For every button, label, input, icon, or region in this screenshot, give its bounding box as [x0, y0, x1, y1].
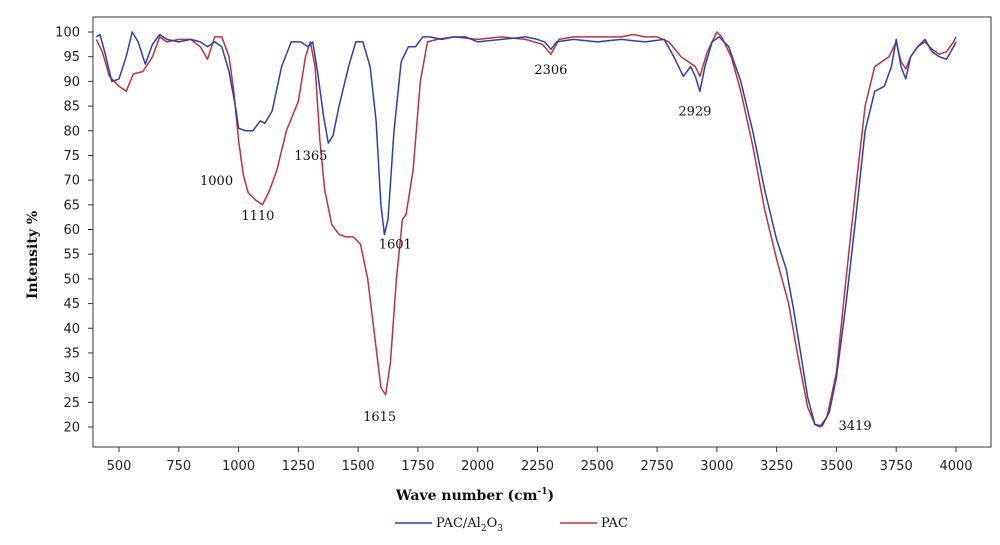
peak-label-1365: 1365: [294, 149, 327, 164]
y-tick-label: 80: [63, 124, 80, 139]
y-tick-label: 55: [63, 248, 80, 263]
x-tick-label: 1500: [342, 459, 375, 474]
series-line-pac: [95, 31, 957, 428]
y-tick-label: 100: [55, 26, 80, 41]
y-tick-label: 35: [63, 346, 80, 361]
peak-label-1615: 1615: [363, 410, 396, 425]
x-axis-title: Wave number (cm-1): [395, 487, 554, 504]
y-tick-label: 95: [63, 50, 80, 65]
y-axis-title: Intensity %: [25, 211, 41, 299]
y-tick-label: 30: [63, 371, 80, 386]
plot-frame: [92, 16, 992, 448]
x-tick-label: 1750: [401, 459, 434, 474]
y-tick-label: 25: [63, 396, 80, 411]
y-tick-label: 60: [63, 223, 80, 238]
x-tick-label: 2750: [641, 459, 674, 474]
peak-label-1000: 1000: [200, 174, 233, 189]
series-layer: [95, 31, 957, 428]
y-tick-label: 50: [63, 272, 80, 287]
x-tick-label: 1000: [222, 459, 255, 474]
x-tick-label: 2250: [521, 459, 554, 474]
x-tick-label: 2000: [461, 459, 494, 474]
x-axis-ticks: 500 750 1000 1250 1500 1750 2000 2250 2500 2750 30…: [107, 447, 973, 474]
x-tick-label: 3250: [760, 459, 793, 474]
y-axis-ticks: 20 25 30 35 40 45 50 55 60 65 70 75 80 85 90 95 100: [55, 26, 93, 436]
legend-label-pac-al2o3: PAC/Al2O3: [436, 516, 503, 534]
y-tick-label: 85: [63, 100, 80, 115]
x-tick-label: 3750: [880, 459, 913, 474]
y-tick-label: 40: [63, 322, 80, 337]
x-tick-label: 1250: [282, 459, 315, 474]
x-tick-label: 750: [166, 459, 191, 474]
legend-label-pac: PAC: [601, 516, 628, 531]
series-line-pac-al2o3: [95, 31, 957, 427]
peak-annotations: 1000 1110 1365 1601 1615 2306 2929 3419: [200, 63, 872, 434]
peak-label-1601: 1601: [379, 237, 412, 252]
y-tick-label: 65: [63, 198, 80, 213]
peak-label-2929: 2929: [678, 104, 711, 119]
peak-label-1110: 1110: [241, 209, 274, 224]
y-tick-label: 70: [63, 174, 80, 189]
y-tick-label: 20: [63, 421, 80, 436]
peak-label-2306: 2306: [534, 63, 567, 78]
x-tick-label: 3500: [820, 459, 853, 474]
y-tick-label: 75: [63, 149, 80, 164]
peak-label-3419: 3419: [839, 419, 872, 434]
y-tick-label: 45: [63, 297, 80, 312]
x-tick-label: 3000: [700, 459, 733, 474]
x-tick-label: 500: [107, 459, 132, 474]
legend: PAC/Al2O3 PAC: [395, 516, 628, 534]
y-tick-label: 90: [63, 75, 80, 90]
x-tick-label: 2500: [581, 459, 614, 474]
x-tick-label: 4000: [939, 459, 972, 474]
